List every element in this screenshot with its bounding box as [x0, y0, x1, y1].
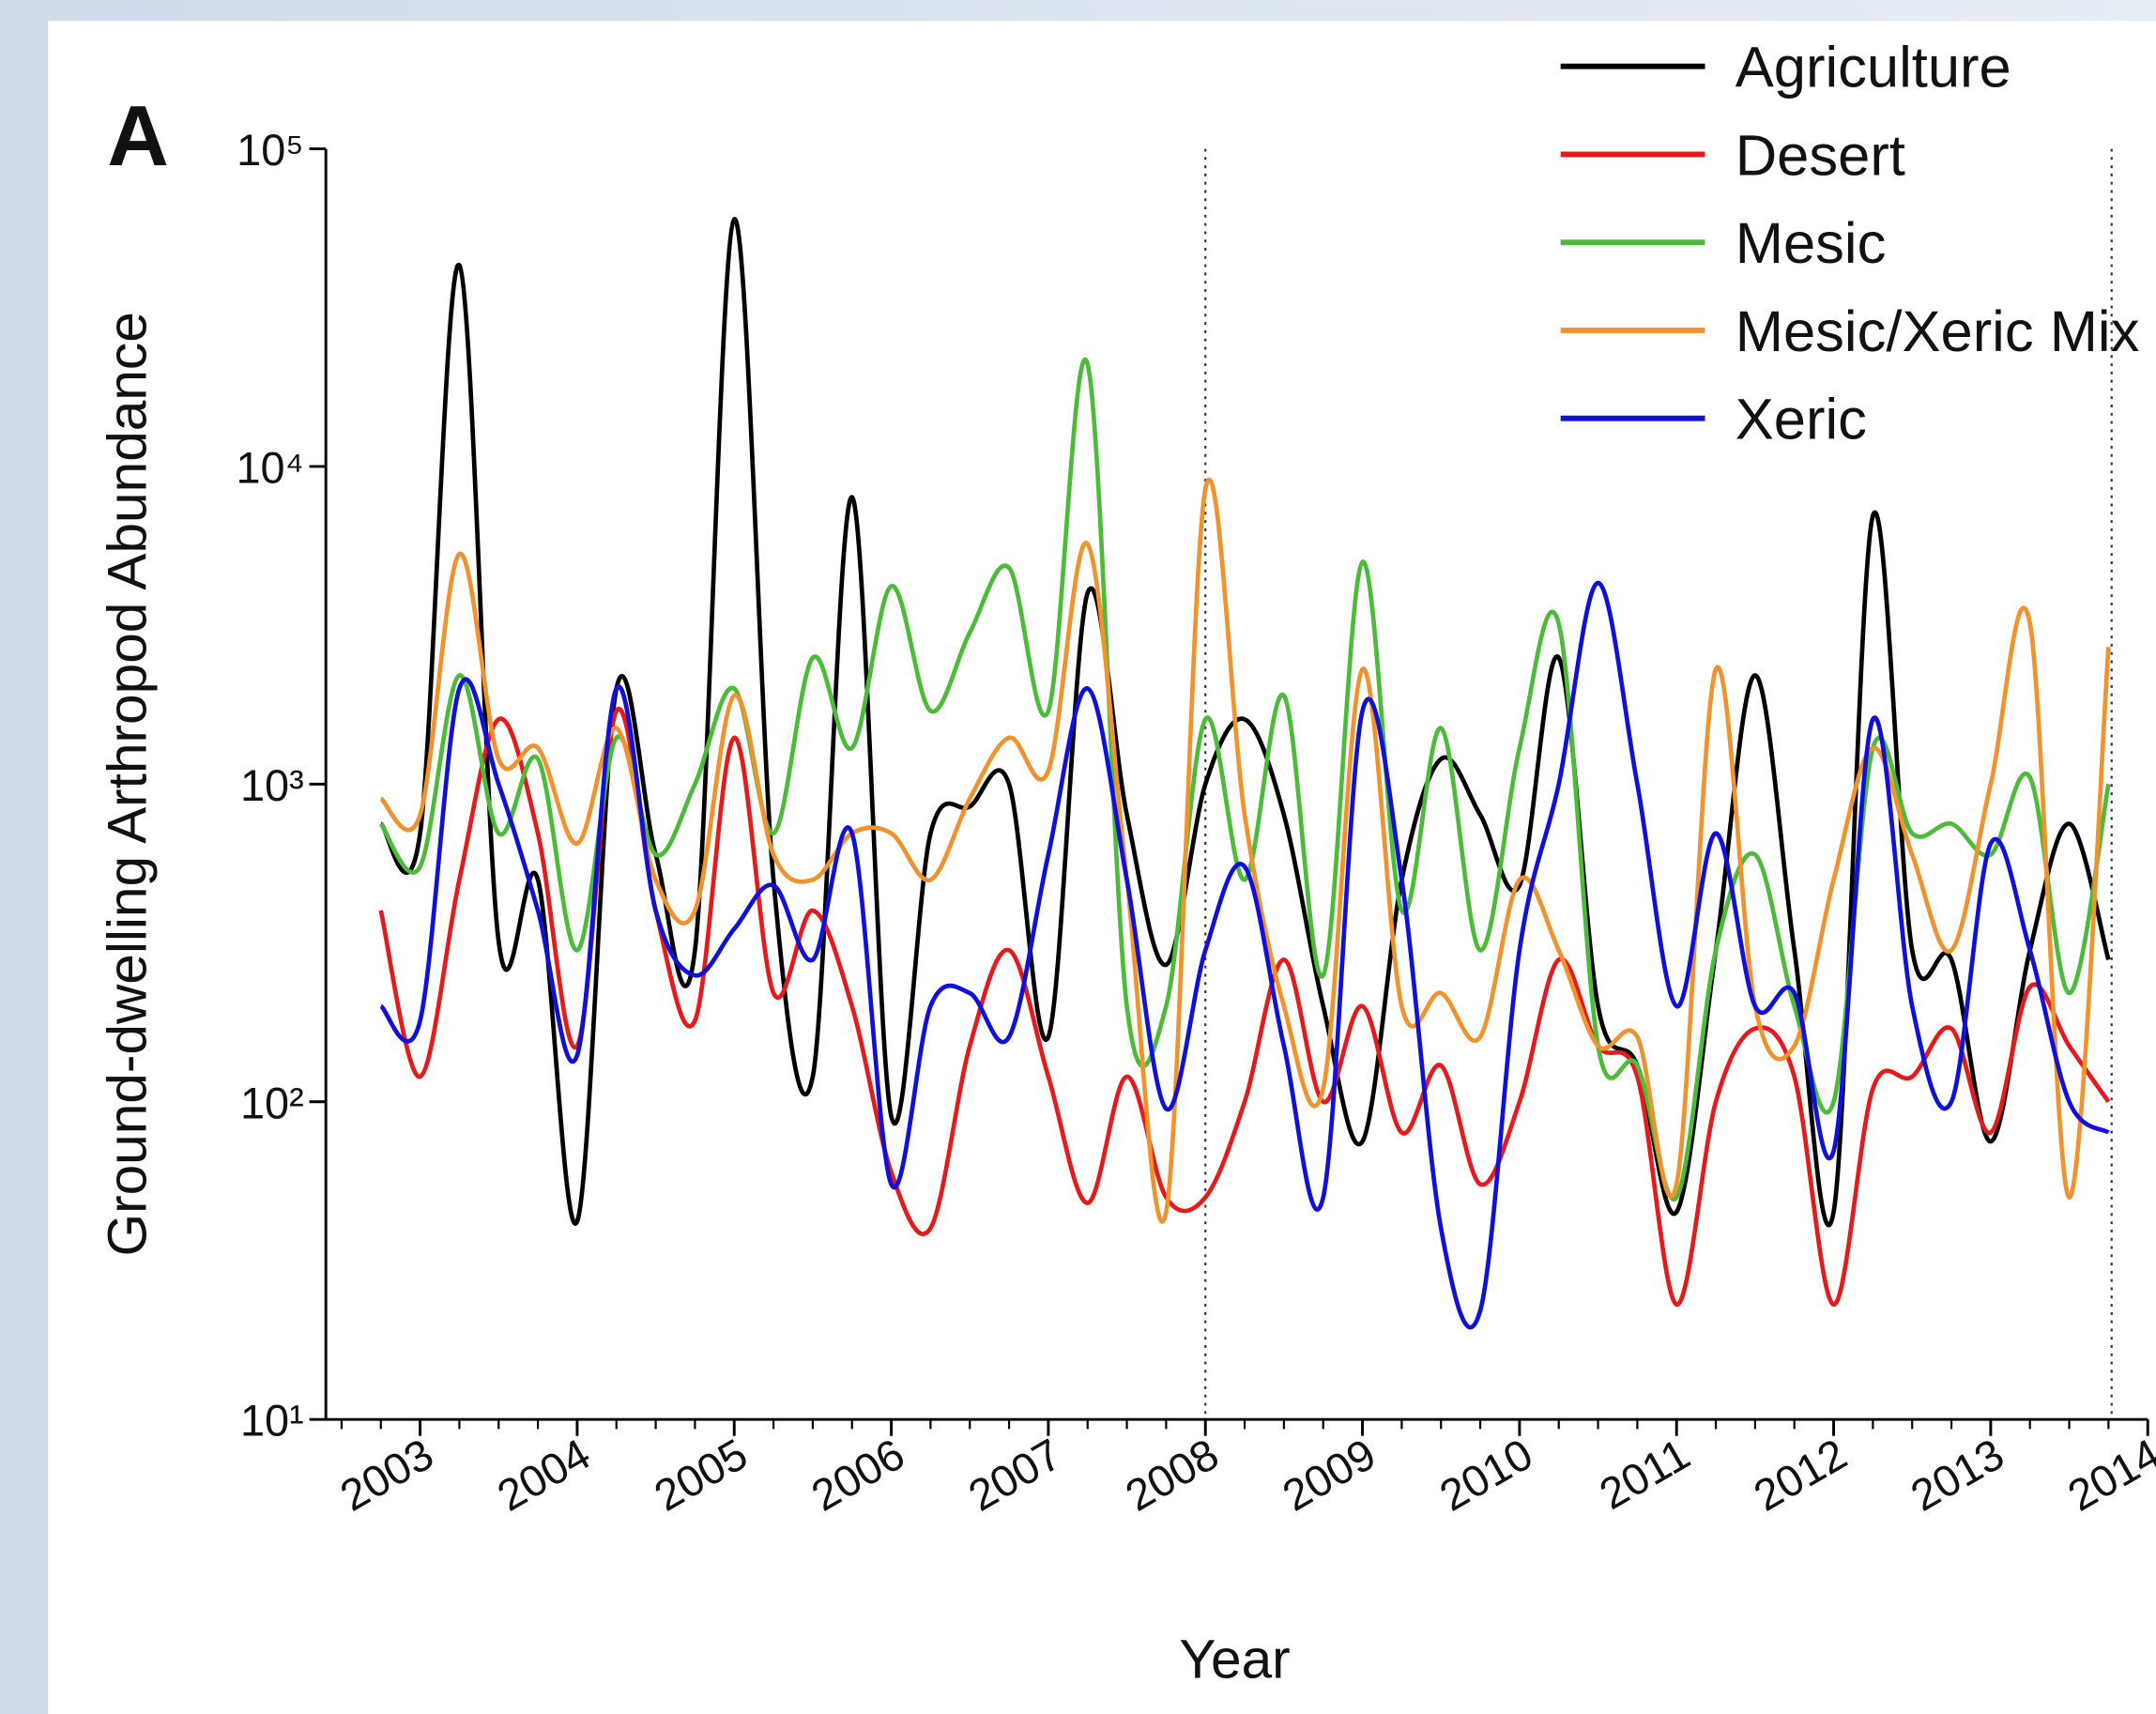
series-line — [379, 477, 2111, 1224]
series-line — [378, 358, 2111, 1202]
y-tick-label: 10¹ — [240, 1397, 304, 1446]
panel-label: A — [107, 89, 169, 184]
legend-label: Agriculture — [1736, 36, 2011, 100]
series-line — [379, 580, 2110, 1330]
series-line — [378, 706, 2111, 1308]
series-line — [379, 217, 2111, 1228]
y-axis-label: Ground-dwelling Arthropod Abundance — [97, 312, 158, 1256]
y-tick-label: 10⁴ — [236, 444, 303, 493]
legend-label: Xeric — [1736, 388, 1867, 452]
x-axis-label: Year — [1179, 1630, 1290, 1691]
y-tick-label: 10³ — [240, 761, 304, 810]
legend-label: Mesic/Xeric Mix — [1736, 299, 2140, 364]
y-tick-label: 10² — [240, 1079, 304, 1127]
legend-label: Mesic — [1736, 211, 1887, 276]
legend-label: Desert — [1736, 123, 1905, 188]
y-tick-label: 10⁵ — [237, 126, 304, 175]
